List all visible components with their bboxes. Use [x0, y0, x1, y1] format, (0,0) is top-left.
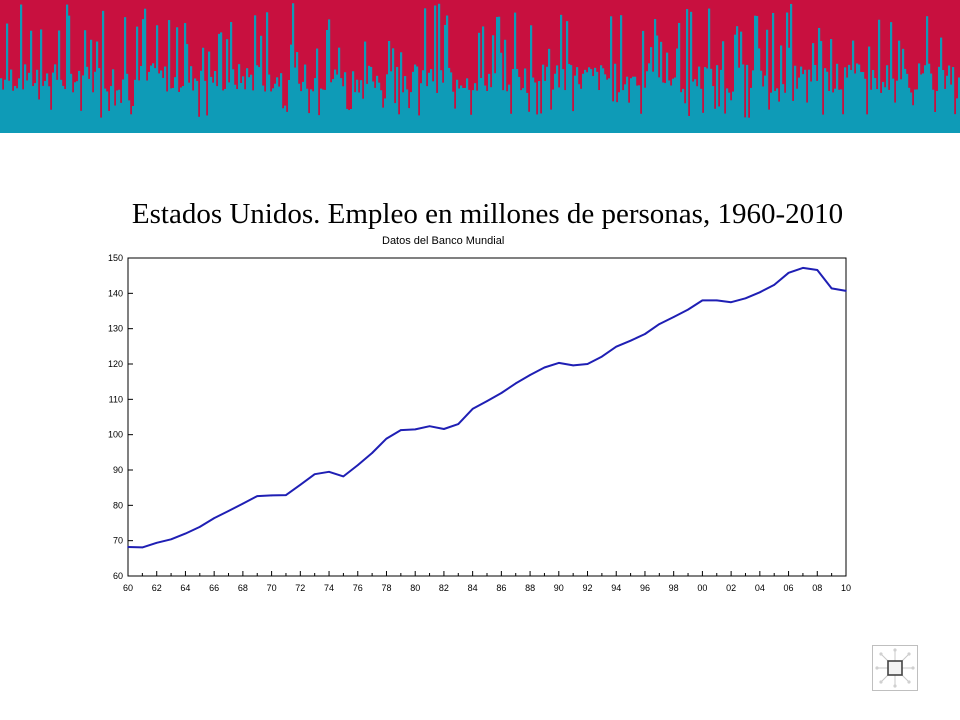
data-point — [184, 532, 187, 535]
x-tick-label: 88 — [525, 583, 535, 593]
y-tick-label: 110 — [109, 394, 123, 404]
x-tick-label: 64 — [180, 583, 190, 593]
data-point — [127, 546, 129, 548]
x-tick-label: 06 — [784, 583, 794, 593]
data-point — [759, 291, 761, 294]
data-point — [845, 290, 847, 292]
x-tick-label: 68 — [238, 583, 248, 593]
data-point — [701, 299, 704, 302]
data-point — [529, 374, 531, 376]
x-tick-label: 02 — [726, 583, 736, 593]
data-point — [313, 473, 316, 476]
x-tick-label: 72 — [295, 583, 305, 593]
x-tick-label: 80 — [410, 583, 420, 593]
x-tick-label: 94 — [611, 583, 621, 593]
decorative-banner — [0, 0, 960, 133]
data-point — [615, 345, 618, 348]
data-point — [715, 299, 718, 302]
y-tick-label: 90 — [113, 465, 123, 475]
data-point — [730, 301, 732, 303]
data-point — [672, 316, 675, 318]
data-point — [328, 470, 330, 473]
x-tick-label: 00 — [697, 583, 707, 593]
x-tick-label: 08 — [812, 583, 822, 593]
plot-area-frame — [127, 257, 847, 577]
data-points — [127, 267, 847, 549]
y-tick-label: 150 — [108, 253, 123, 263]
data-point — [773, 284, 775, 286]
data-point — [586, 363, 589, 365]
chart-subtitle: Datos del Banco Mundial — [382, 235, 505, 247]
series-line-employment — [127, 266, 847, 549]
y-tick-label: 60 — [113, 571, 123, 581]
y-tick-label: 100 — [108, 430, 123, 440]
x-axis: 60 62 64 66 68 70 72 74 76 78 80 82 84 86 88 90 92 94 96 98… — [123, 571, 851, 593]
y-tick-label: 130 — [108, 324, 123, 334]
data-point — [500, 392, 503, 394]
y-axis: 60 70 80 90 100 110 120 130 140 150 — [108, 253, 133, 581]
y-tick-label: 70 — [113, 536, 123, 546]
data-point — [414, 428, 417, 431]
x-tick-label: 62 — [152, 583, 162, 593]
x-tick-label: 10 — [841, 583, 851, 593]
x-tick-label: 04 — [755, 583, 765, 593]
y-tick-label: 120 — [108, 359, 123, 369]
x-tick-label: 84 — [468, 583, 478, 593]
data-point — [170, 538, 172, 541]
data-point — [428, 425, 431, 427]
data-point — [285, 494, 287, 496]
data-point — [744, 297, 747, 300]
data-point — [385, 437, 388, 440]
data-point — [457, 423, 460, 425]
data-point — [227, 510, 230, 512]
x-tick-label: 92 — [583, 583, 593, 593]
data-point — [558, 362, 560, 364]
data-point — [242, 502, 244, 505]
x-tick-label: 98 — [669, 583, 679, 593]
y-tick-label: 80 — [113, 500, 123, 510]
data-point — [199, 526, 201, 528]
data-point — [816, 269, 819, 271]
data-point — [486, 400, 488, 402]
data-point — [270, 494, 273, 497]
network-logo-icon — [872, 645, 918, 691]
x-tick-label: 82 — [439, 583, 449, 593]
x-tick-label: 78 — [381, 583, 391, 593]
data-point — [572, 364, 574, 367]
y-tick-label: 140 — [108, 288, 123, 298]
x-tick-label: 90 — [554, 583, 564, 593]
data-point — [342, 475, 345, 478]
data-point — [802, 267, 804, 269]
data-point — [356, 464, 359, 466]
data-point — [400, 429, 402, 431]
data-point — [601, 355, 603, 358]
x-tick-label: 74 — [324, 583, 334, 593]
x-tick-label: 70 — [267, 583, 277, 593]
data-point — [687, 308, 689, 311]
data-point — [256, 495, 259, 497]
data-point — [644, 333, 646, 335]
data-point — [787, 272, 790, 274]
x-tick-label: 66 — [209, 583, 219, 593]
chart-title: Estados Unidos. Empleo en millones de pe… — [131, 198, 844, 230]
x-tick-label: 76 — [353, 583, 363, 593]
data-point — [471, 408, 474, 410]
x-tick-label: 60 — [123, 583, 133, 593]
data-point — [658, 323, 661, 325]
data-point — [299, 484, 302, 486]
x-tick-label: 96 — [640, 583, 650, 593]
data-point — [213, 517, 215, 519]
data-point — [155, 541, 158, 544]
data-point — [830, 287, 833, 290]
data-point — [371, 452, 373, 454]
data-point — [514, 382, 517, 385]
x-tick-label: 86 — [496, 583, 506, 593]
data-point — [629, 339, 632, 342]
data-point — [543, 366, 546, 369]
data-point — [443, 428, 445, 430]
data-point — [141, 546, 144, 549]
